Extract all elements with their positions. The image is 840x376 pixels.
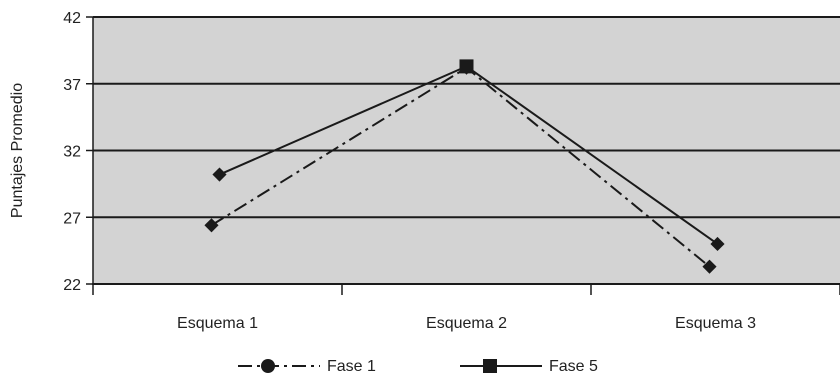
legend-label: Fase 5 bbox=[549, 358, 598, 375]
y-tick-label: 22 bbox=[63, 277, 81, 294]
series-fase-5 bbox=[212, 59, 725, 252]
data-point bbox=[204, 218, 219, 233]
y-tick-label: 27 bbox=[63, 210, 81, 227]
axes bbox=[92, 17, 840, 295]
data-point bbox=[261, 359, 275, 373]
x-tick-labels: Esquema 1 Esquema 2 Esquema 3 bbox=[177, 315, 756, 332]
legend-item: Fase 1 bbox=[238, 358, 376, 375]
x-tick-label: Esquema 1 bbox=[177, 315, 258, 332]
y-tick-label: 42 bbox=[63, 10, 81, 27]
legend-item: Fase 5 bbox=[460, 358, 598, 375]
x-tick-label: Esquema 2 bbox=[426, 315, 507, 332]
data-point bbox=[702, 259, 717, 274]
y-tick-label: 32 bbox=[63, 144, 81, 161]
series bbox=[204, 59, 725, 274]
x-tick-label: Esquema 3 bbox=[675, 315, 756, 332]
y-axis-label: Puntajes Promedio bbox=[9, 83, 26, 218]
legend: Fase 1 Fase 5 bbox=[238, 358, 598, 375]
legend-label: Fase 1 bbox=[327, 358, 376, 375]
y-tick-label: 37 bbox=[63, 77, 81, 94]
data-point bbox=[459, 59, 474, 74]
y-tick-labels: 22 27 32 37 42 bbox=[63, 10, 81, 294]
data-point bbox=[483, 359, 497, 373]
data-point bbox=[212, 167, 227, 182]
data-point bbox=[710, 236, 725, 252]
